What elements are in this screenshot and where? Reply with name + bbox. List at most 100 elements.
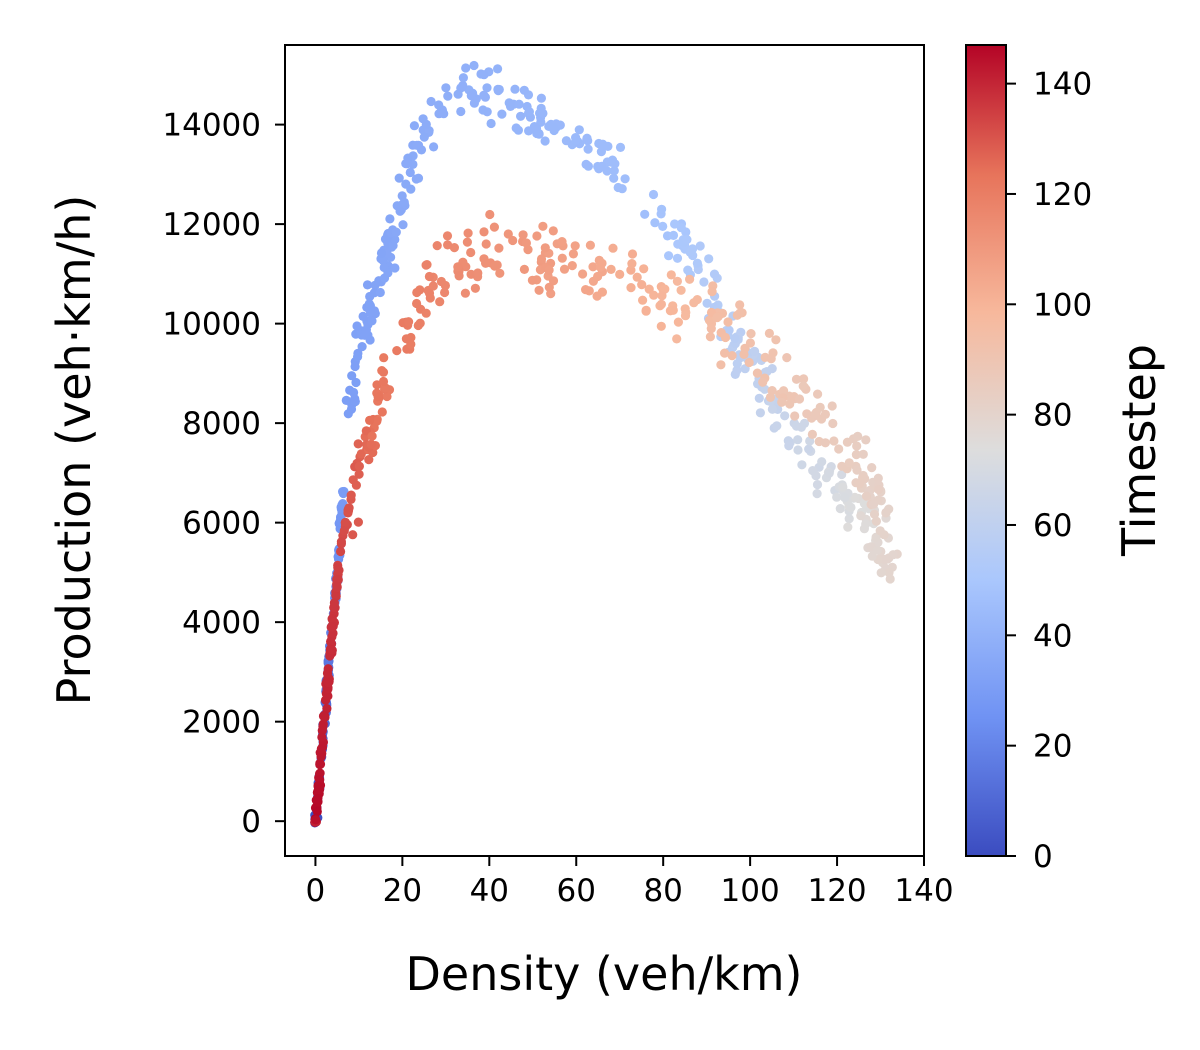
colorbar-ticks: 0 20 40 60 80 100 120 140: [1006, 67, 1092, 875]
y-tick-label: 2000: [182, 705, 261, 741]
scatter-point: [782, 353, 792, 363]
scatter-point: [493, 64, 503, 74]
scatter-point: [329, 598, 339, 608]
scatter-point: [559, 264, 570, 274]
scatter-point: [771, 335, 781, 345]
scatter-point: [326, 622, 336, 632]
scatter-point: [497, 109, 507, 119]
scatter-point: [609, 173, 619, 183]
colorbar-tick-label: 100: [1033, 287, 1092, 323]
scatter-point: [369, 306, 379, 316]
colorbar-tick-label: 120: [1033, 177, 1092, 213]
scatter-point: [421, 119, 431, 129]
scatter-point: [853, 431, 863, 441]
scatter-point: [399, 197, 409, 207]
scatter-point: [598, 139, 608, 149]
axes: 0 20 40 60 80 100 120 140 0 2000 4000 6000 8000 10000…: [162, 108, 953, 909]
scatter-point: [378, 376, 389, 387]
scatter-point: [802, 409, 812, 419]
scatter-point: [473, 268, 483, 278]
scatter-point: [872, 545, 882, 555]
x-tick-label: 120: [807, 873, 866, 909]
scatter-point: [882, 554, 893, 564]
scatter-point: [358, 311, 368, 321]
scatter-point: [540, 243, 550, 253]
scatter-point: [581, 159, 591, 169]
scatter-point: [404, 317, 414, 327]
scatter-point: [458, 81, 468, 92]
scatter-point: [856, 511, 866, 521]
scatter-point: [785, 399, 795, 409]
scatter-point: [382, 391, 392, 402]
scatter-point: [699, 277, 709, 287]
y-axis-title: Production (veh·km/h): [47, 195, 101, 706]
scatter-point: [861, 491, 872, 501]
scatter-point: [353, 439, 363, 449]
scatter-point: [413, 173, 424, 183]
scatter-point: [494, 243, 504, 253]
scatter-point: [670, 219, 680, 229]
scatter-point: [540, 136, 550, 146]
scatter-point: [367, 316, 377, 326]
plot-area-frame: [284, 44, 925, 857]
scatter-point: [656, 299, 667, 309]
scatter-point: [346, 404, 357, 414]
scatter-point: [466, 247, 476, 258]
scatter-point: [648, 189, 659, 200]
scatter-point: [456, 106, 466, 117]
scatter-point: [508, 235, 518, 246]
scatter-point: [548, 276, 559, 286]
scatter-point: [582, 135, 592, 145]
scatter-point: [338, 488, 348, 499]
scatter-point: [424, 288, 435, 298]
scatter-point: [779, 386, 789, 396]
scatter-point: [817, 457, 827, 467]
scatter-point: [354, 469, 364, 479]
scatter-point: [879, 530, 889, 540]
scatter-point: [503, 229, 513, 239]
colorbar-title: Timestep: [1112, 344, 1166, 557]
scatter-point: [412, 140, 422, 150]
scatter-point: [656, 321, 666, 331]
scatter-point: [561, 136, 572, 146]
scatter-point: [527, 275, 538, 285]
scatter-point: [585, 240, 596, 250]
scatter-point: [469, 98, 479, 108]
scatter-point: [682, 235, 692, 245]
scatter-point: [829, 436, 839, 446]
scatter-point: [869, 509, 880, 519]
scatter-point: [666, 270, 676, 280]
scatter-point: [867, 463, 877, 473]
scatter-point: [529, 122, 540, 132]
scatter-point: [315, 784, 325, 795]
scatter-point: [840, 493, 850, 503]
scatter-point: [463, 228, 473, 238]
scatter-point: [790, 411, 800, 421]
scatter-point: [777, 397, 787, 407]
scatter-point: [353, 352, 363, 362]
scatter-point: [746, 329, 756, 339]
scatter-point: [311, 815, 321, 825]
scatter-point: [810, 409, 820, 419]
scatter-point: [479, 90, 489, 100]
scatter-point: [490, 261, 500, 271]
scatter-point: [514, 99, 524, 109]
scatter-point: [377, 407, 387, 417]
scatter-point: [394, 173, 404, 183]
scatter-point: [326, 636, 336, 647]
scatter-point: [716, 360, 726, 370]
scatter-point: [570, 241, 580, 251]
scatter-point: [519, 85, 529, 95]
scatter-point: [730, 333, 740, 344]
scatter-point: [732, 365, 742, 375]
scatter-point: [620, 174, 630, 184]
scatter-point: [627, 259, 637, 269]
scatter-point: [442, 231, 453, 241]
scatter-point: [486, 118, 496, 129]
y-tick-label: 0: [241, 804, 261, 840]
scatter-point: [373, 392, 383, 402]
scatter-point: [453, 89, 463, 99]
scatter-point: [454, 271, 464, 281]
scatter-point: [532, 231, 542, 241]
scatter-point: [544, 282, 554, 292]
